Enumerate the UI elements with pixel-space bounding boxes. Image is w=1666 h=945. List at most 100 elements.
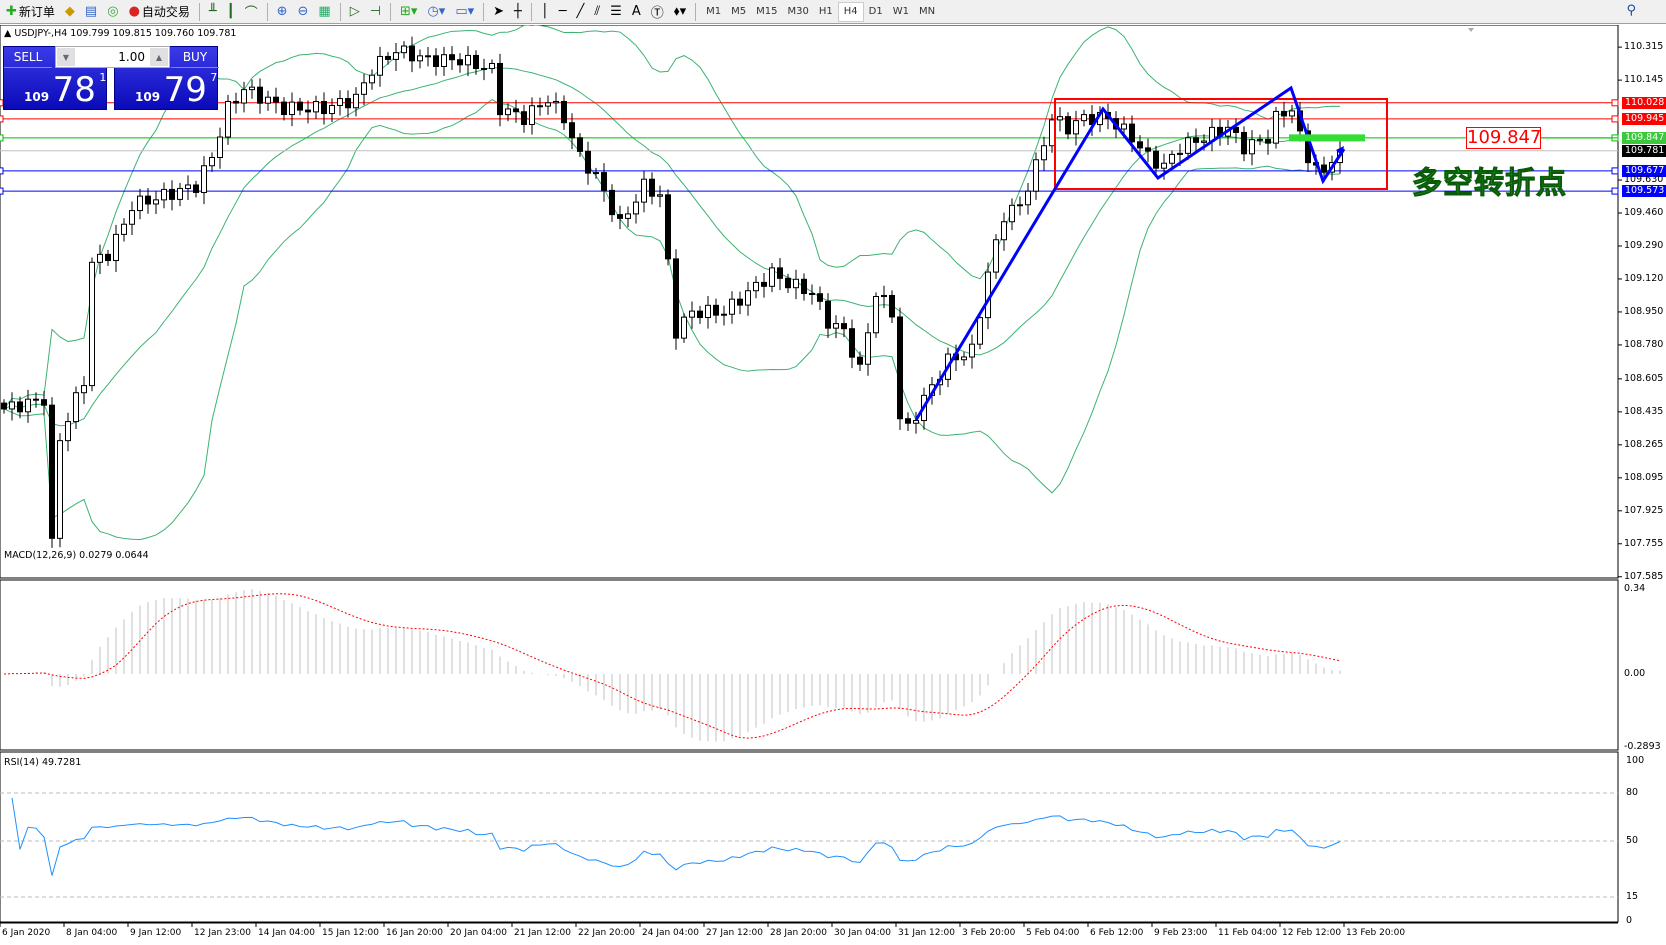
periods-button[interactable]: ◷▾ xyxy=(423,2,449,22)
bearish-candle xyxy=(17,401,23,413)
equidistant-channel-button[interactable]: ⫽ xyxy=(590,2,604,22)
bullish-candle xyxy=(65,421,71,442)
time-axis-label: 9 Jan 12:00 xyxy=(130,928,182,938)
bearish-candle xyxy=(817,293,823,302)
bullish-candle xyxy=(1009,204,1015,223)
crosshair-button[interactable]: ┼ xyxy=(510,2,526,22)
timeframe-mn[interactable]: MN xyxy=(918,6,936,17)
decrease-lot-icon[interactable]: ▼ xyxy=(57,48,75,66)
increase-lot-icon[interactable]: ▲ xyxy=(150,48,168,66)
price-annotation-label[interactable]: 109.847 xyxy=(1466,127,1542,149)
timeframe-m1[interactable]: M1 xyxy=(706,6,722,17)
rsi-axis-label: 50 xyxy=(1626,835,1639,846)
bearish-candle xyxy=(1145,147,1151,152)
chart-symbol-info: USDJPY-,H4 109.799 109.815 109.760 109.7… xyxy=(14,28,237,39)
templates-button[interactable]: ▭▾ xyxy=(451,2,478,22)
level-handle[interactable] xyxy=(0,167,4,175)
fibonacci-button[interactable]: ☰ xyxy=(606,2,626,22)
bollinger-upper-band xyxy=(3,25,1341,410)
cursor-button[interactable]: ➤ xyxy=(489,2,508,22)
new-order-button[interactable]: ✚ 新订单 xyxy=(2,2,59,22)
zigzag-trendline[interactable] xyxy=(914,85,1346,421)
consolidation-box[interactable] xyxy=(1054,98,1388,190)
signal-icon: ◎ xyxy=(107,4,119,19)
bearish-candle xyxy=(449,54,455,61)
signals-button[interactable]: ◎ xyxy=(103,2,122,22)
price-axis-label: 108.435 xyxy=(1624,405,1664,417)
arrows-button[interactable]: ⬧▾ xyxy=(670,2,690,22)
bullish-candle xyxy=(97,253,103,263)
text-button[interactable]: A xyxy=(628,2,645,22)
bullish-candle xyxy=(1001,221,1007,241)
time-axis-label: 12 Feb 12:00 xyxy=(1282,928,1342,938)
bullish-candle xyxy=(553,100,559,104)
timeframe-h4[interactable]: H4 xyxy=(837,1,864,22)
indicators-button[interactable]: ⊞▾ xyxy=(396,2,421,22)
level-handle[interactable] xyxy=(1611,115,1619,123)
time-axis-label: 28 Jan 20:00 xyxy=(770,928,827,938)
bearish-candle xyxy=(713,304,719,316)
sell-price-pip: 1 xyxy=(99,71,107,84)
navigator-button[interactable]: ▤ xyxy=(81,2,101,22)
bearish-candle xyxy=(889,294,895,318)
level-handle[interactable] xyxy=(0,187,4,195)
lot-size-input[interactable]: 1.00 xyxy=(118,50,145,64)
timeframe-m5[interactable]: M5 xyxy=(731,6,747,17)
text-label-button[interactable]: Ⓣ xyxy=(647,2,668,22)
bullish-candle xyxy=(505,108,511,116)
timeframe-m15[interactable]: M15 xyxy=(756,6,778,17)
timeframe-d1[interactable]: D1 xyxy=(868,6,883,17)
time-axis-label: 24 Jan 04:00 xyxy=(642,928,699,938)
price-axis-label: 109.290 xyxy=(1624,239,1664,251)
level-handle[interactable] xyxy=(1611,99,1619,107)
bearish-candle xyxy=(617,214,623,219)
new-order-label: 新订单 xyxy=(18,5,55,19)
level-handle[interactable] xyxy=(0,134,4,142)
bearish-candle xyxy=(1233,126,1239,133)
chart-shift-marker-icon[interactable] xyxy=(1468,28,1474,32)
level-price-tag: 109.573 xyxy=(1622,185,1666,198)
zoom-in-button[interactable]: ⊕ xyxy=(273,2,292,22)
auto-scroll-button[interactable]: ▷ xyxy=(346,2,364,22)
bearish-candle xyxy=(609,189,615,216)
level-handle[interactable] xyxy=(0,115,4,123)
search-icon[interactable]: ⚲ xyxy=(1626,3,1636,18)
bullish-candle xyxy=(1073,120,1079,135)
collapse-icon[interactable]: ▲ xyxy=(4,28,15,39)
chart-shift-button[interactable]: ⊣ xyxy=(366,2,385,22)
line-chart-button[interactable]: ⌒ xyxy=(241,2,262,22)
bullish-candle xyxy=(249,86,255,91)
market-watch-button[interactable]: ◆ xyxy=(61,2,79,22)
bullish-candle xyxy=(1249,139,1255,155)
tile-windows-button[interactable]: ▦ xyxy=(314,2,334,22)
time-axis-label: 15 Jan 12:00 xyxy=(322,928,379,938)
price-axis-label: 107.585 xyxy=(1624,570,1664,582)
turning-point-annotation[interactable]: 多空转折点 xyxy=(1412,166,1567,202)
level-handle[interactable] xyxy=(1611,187,1619,195)
bullish-candle xyxy=(1057,116,1063,121)
buy-price-main: 79 xyxy=(163,70,207,110)
auto-trading-button[interactable]: ● 自动交易 xyxy=(125,2,194,22)
divider xyxy=(266,2,268,21)
timeframe-w1[interactable]: W1 xyxy=(892,6,909,17)
horizontal-line-icon: ─ xyxy=(558,4,567,19)
auto-trading-icon: ● xyxy=(128,4,140,19)
time-axis-label: 6 Feb 12:00 xyxy=(1090,928,1144,938)
lot-size-stepper[interactable]: ▼ 1.00 ▲ xyxy=(55,46,170,68)
bullish-candle xyxy=(689,310,695,318)
vertical-line-button[interactable]: │ xyxy=(537,2,553,22)
timeframe-m30[interactable]: M30 xyxy=(787,6,809,17)
bearish-candle xyxy=(601,172,607,191)
bar-chart-button[interactable]: ╨ xyxy=(205,2,221,22)
timeframe-h1[interactable]: H1 xyxy=(818,6,833,17)
horizontal-line-button[interactable]: ─ xyxy=(555,2,571,22)
trendline-button[interactable]: ╱ xyxy=(573,2,589,22)
zoom-out-button[interactable]: ⊖ xyxy=(294,2,313,22)
level-handle[interactable] xyxy=(1611,167,1619,175)
chart-area[interactable] xyxy=(0,25,1666,945)
bearish-candle xyxy=(457,59,463,66)
navigator-icon: ▤ xyxy=(84,4,98,19)
candlestick-button[interactable]: ┃ xyxy=(223,2,239,22)
tile-icon: ▦ xyxy=(318,4,331,19)
bearish-candle xyxy=(1321,164,1327,173)
